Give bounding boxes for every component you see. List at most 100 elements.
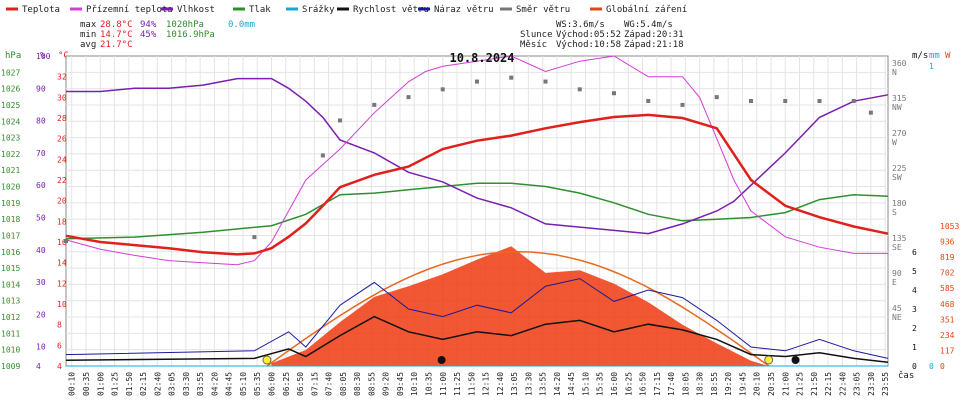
x-tick-label: 21:50 xyxy=(810,372,819,396)
wind-dir-compass-label: NW xyxy=(892,103,902,112)
legend-label: Globální záření xyxy=(606,5,687,15)
radiation-tick-label: 0 xyxy=(940,362,945,371)
wind-dir-compass-label: NE xyxy=(892,313,902,322)
pressure-tick-label: 1012 xyxy=(1,313,20,322)
stat-max-rain: 0.0mm xyxy=(228,20,255,30)
wind-dir-tick-label: 90 xyxy=(892,269,902,278)
x-tick-label: 14:45 xyxy=(567,372,576,396)
temperature-tick-label: 10 xyxy=(57,300,67,309)
pressure-tick-label: 1021 xyxy=(1,166,20,175)
stat-max-hum: 94% xyxy=(140,20,157,30)
x-tick-label: 16:50 xyxy=(639,372,648,396)
x-tick-label: 01:00 xyxy=(96,372,105,396)
wind-speed-tick-label: 2 xyxy=(912,324,917,333)
x-tick-label: 01:25 xyxy=(111,372,120,396)
x-tick-label: 19:20 xyxy=(724,372,733,396)
radiation-tick-label: 1053 xyxy=(940,222,959,231)
plot-area: 1009101010111012101310141015101610171018… xyxy=(1,52,959,396)
legend-label: Vlhkost xyxy=(177,5,215,15)
moon-label: Měsíc xyxy=(520,40,547,50)
wind-dir-compass-label: S xyxy=(892,208,897,217)
sunset-info: Západ:20:31 xyxy=(624,30,684,40)
wind-dir-tick-label: 270 xyxy=(892,129,907,138)
x-tick-label: 18:30 xyxy=(696,372,705,396)
pressure-tick-label: 1027 xyxy=(1,68,20,77)
wind-dir-point xyxy=(868,110,873,115)
x-tick-label: 00:35 xyxy=(82,372,91,396)
pressure-tick-label: 1023 xyxy=(1,134,20,143)
moonset-marker xyxy=(791,356,800,364)
legend-label: Náraz větru xyxy=(434,5,494,15)
temperature-tick-label: 22 xyxy=(57,176,67,185)
x-tick-label: 11:50 xyxy=(467,372,476,396)
x-tick-label: 16:25 xyxy=(624,372,633,396)
wind-dir-tick-label: 135 xyxy=(892,234,907,243)
wind-dir-tick-label: 180 xyxy=(892,199,907,208)
humidity-line xyxy=(66,77,889,235)
radiation-tick-label: 585 xyxy=(940,284,955,293)
pressure-tick-label: 1016 xyxy=(1,248,20,257)
x-tick-label: 05:10 xyxy=(239,372,248,396)
x-tick-label: 21:25 xyxy=(796,372,805,396)
wind-dir-point xyxy=(817,99,822,103)
chart-title: 10.8.2024 xyxy=(449,51,514,65)
x-tick-label: 08:55 xyxy=(367,372,376,396)
wind-dir-tick-label: 45 xyxy=(892,304,902,313)
x-tick-label: 10:10 xyxy=(410,372,419,396)
humidity-tick-label: 70 xyxy=(36,149,46,158)
hum-unit: % xyxy=(40,51,46,61)
pressure-tick-label: 1020 xyxy=(1,183,20,192)
wind-dir-point xyxy=(543,79,548,84)
wind-dir-point xyxy=(406,95,411,100)
sunrise-marker xyxy=(262,355,272,365)
radiation-tick-label: 117 xyxy=(940,346,955,355)
legend-label: Přízemní teplota xyxy=(86,5,173,15)
wind-dir-compass-label: SE xyxy=(892,243,902,252)
rad-unit: W xyxy=(945,51,951,61)
wind-dir-point xyxy=(646,99,651,103)
x-tick-label: 05:35 xyxy=(253,372,262,396)
wind-dir-tick-label: 360 xyxy=(892,59,907,68)
wind-speed-info: WS:3.6m/s xyxy=(556,20,605,30)
temp-unit: °C xyxy=(58,51,69,61)
humidity-tick-label: 30 xyxy=(36,278,46,287)
temperature-tick-label: 30 xyxy=(57,93,67,102)
x-tick-label: 06:50 xyxy=(296,372,305,396)
radiation-tick-label: 936 xyxy=(940,238,955,247)
temperature-tick-label: 14 xyxy=(57,259,67,268)
wind-speed-tick-label: 5 xyxy=(912,267,917,276)
moonset-info: Západ:21:18 xyxy=(624,40,684,50)
humidity-tick-label: 90 xyxy=(36,84,46,93)
pressure-line xyxy=(65,182,889,240)
stat-max-press: 1020hPa xyxy=(166,20,204,30)
wind-dir-tick-label: 225 xyxy=(892,164,907,173)
humidity-tick-label: 50 xyxy=(36,213,46,222)
stat-avg-label: avg xyxy=(80,40,96,50)
wind-speed-tick-label: 0 xyxy=(912,362,917,371)
temperature-tick-label: 12 xyxy=(57,279,67,288)
wind-gust-info: WG:5.4m/s xyxy=(624,20,673,30)
temperature-tick-label: 24 xyxy=(57,155,67,164)
temperature-tick-label: 6 xyxy=(57,341,62,350)
pressure-tick-label: 1010 xyxy=(1,346,20,355)
x-tick-label: 11:25 xyxy=(453,372,462,396)
x-tick-label: 18:55 xyxy=(710,372,719,396)
x-tick-label: 22:15 xyxy=(824,372,833,396)
x-tick-label: 09:45 xyxy=(396,372,405,396)
wind-dir-point xyxy=(577,87,582,92)
x-tick-label: 23:30 xyxy=(867,372,876,396)
stats-block: max 28.8°C 94% 1020hPa 0.0mm min 14.7°C … xyxy=(80,20,684,50)
wind-dir-point xyxy=(783,99,788,103)
x-tick-label: 06:25 xyxy=(282,372,291,396)
wind-dir-compass-label: SW xyxy=(892,173,902,182)
wind-dir-compass-label: E xyxy=(892,278,897,287)
humidity-tick-label: 10 xyxy=(36,343,46,352)
x-tick-label: 22:40 xyxy=(838,372,847,396)
pressure-tick-label: 1019 xyxy=(1,199,20,208)
radiation-tick-label: 819 xyxy=(940,253,955,262)
ground-temperature-line xyxy=(65,55,888,266)
humidity-tick-label: 20 xyxy=(36,310,46,319)
x-tick-label: 12:40 xyxy=(496,372,505,396)
x-tick-label: 03:30 xyxy=(182,372,191,396)
